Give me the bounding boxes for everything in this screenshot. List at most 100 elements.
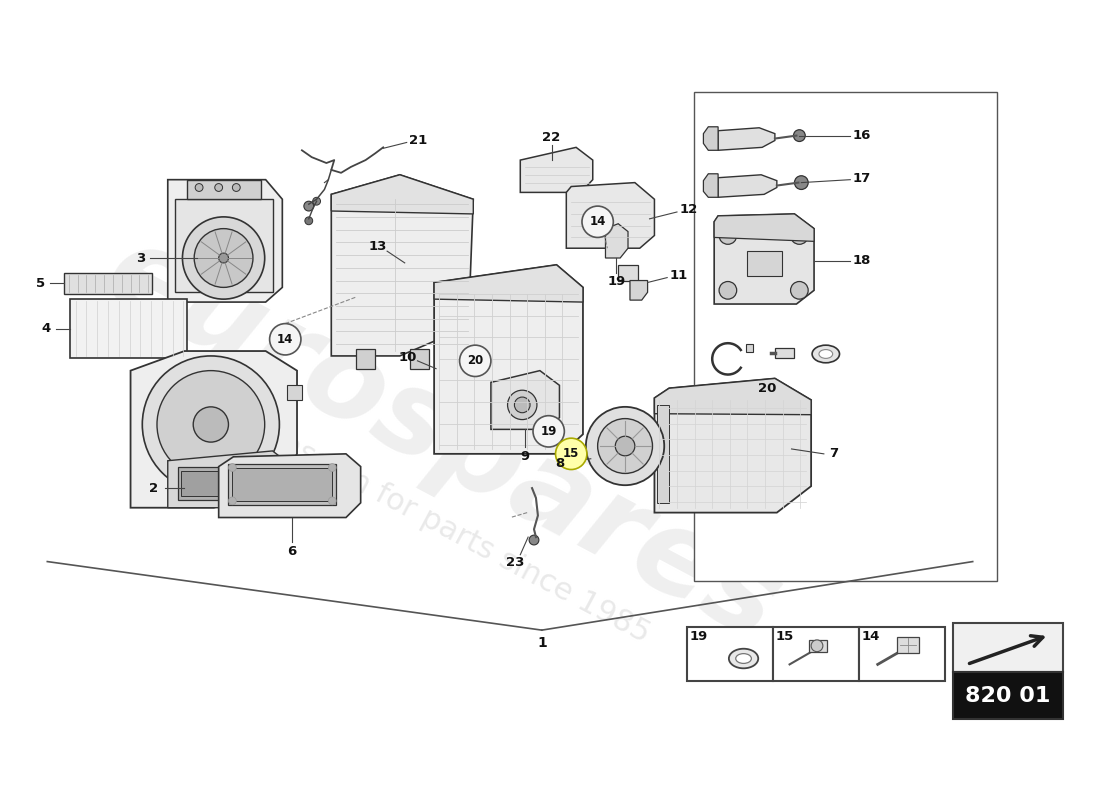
Text: 7: 7 bbox=[829, 447, 838, 460]
Polygon shape bbox=[409, 349, 429, 369]
Text: 10: 10 bbox=[398, 351, 417, 364]
Text: 12: 12 bbox=[680, 202, 697, 215]
Circle shape bbox=[183, 217, 265, 299]
Polygon shape bbox=[714, 214, 814, 304]
Circle shape bbox=[529, 535, 539, 545]
Text: 18: 18 bbox=[852, 254, 871, 267]
Text: eurospäres: eurospäres bbox=[87, 213, 801, 666]
Circle shape bbox=[304, 202, 313, 211]
Polygon shape bbox=[718, 128, 774, 150]
Bar bbox=[953, 672, 1063, 719]
Text: 11: 11 bbox=[670, 269, 688, 282]
Circle shape bbox=[791, 226, 808, 244]
Text: 14: 14 bbox=[277, 333, 294, 346]
Bar bbox=[177, 466, 264, 500]
Polygon shape bbox=[331, 174, 473, 214]
Polygon shape bbox=[654, 378, 811, 414]
Polygon shape bbox=[605, 224, 628, 258]
Polygon shape bbox=[520, 147, 593, 192]
Ellipse shape bbox=[812, 345, 839, 362]
Bar bbox=[694, 91, 998, 581]
Bar bbox=[773, 627, 859, 681]
Bar bbox=[64, 273, 152, 294]
Circle shape bbox=[270, 324, 301, 355]
Polygon shape bbox=[219, 454, 361, 518]
Text: 16: 16 bbox=[852, 129, 871, 142]
Text: 21: 21 bbox=[409, 134, 428, 147]
Circle shape bbox=[195, 183, 204, 191]
Text: 19: 19 bbox=[540, 425, 557, 438]
Text: 22: 22 bbox=[542, 131, 561, 144]
Polygon shape bbox=[434, 265, 583, 302]
Bar bbox=[69, 299, 187, 358]
Circle shape bbox=[719, 282, 737, 299]
Text: 15: 15 bbox=[563, 447, 580, 460]
Bar bbox=[658, 405, 669, 503]
Circle shape bbox=[791, 282, 808, 299]
Circle shape bbox=[460, 345, 491, 377]
Circle shape bbox=[615, 436, 635, 456]
Polygon shape bbox=[287, 386, 301, 400]
Text: 4: 4 bbox=[42, 322, 51, 335]
Text: 5: 5 bbox=[36, 277, 45, 290]
Text: 15: 15 bbox=[776, 630, 794, 643]
Bar bbox=[774, 348, 794, 358]
Text: 19: 19 bbox=[690, 630, 707, 643]
Polygon shape bbox=[618, 265, 638, 281]
Text: a passion for parts since 1985: a passion for parts since 1985 bbox=[233, 406, 654, 648]
Bar bbox=[810, 640, 827, 652]
Polygon shape bbox=[168, 180, 283, 302]
Text: 2: 2 bbox=[148, 482, 157, 494]
Circle shape bbox=[305, 217, 312, 225]
Text: 14: 14 bbox=[861, 630, 880, 643]
Text: 14: 14 bbox=[590, 215, 606, 228]
Circle shape bbox=[312, 198, 320, 205]
Bar bbox=[175, 199, 273, 292]
Circle shape bbox=[229, 497, 236, 505]
Bar bbox=[898, 637, 918, 653]
Bar bbox=[187, 180, 261, 199]
Ellipse shape bbox=[729, 649, 758, 668]
Circle shape bbox=[329, 464, 337, 471]
Ellipse shape bbox=[820, 350, 833, 358]
Polygon shape bbox=[566, 182, 654, 248]
Circle shape bbox=[214, 183, 222, 191]
Text: 23: 23 bbox=[506, 556, 525, 569]
Circle shape bbox=[195, 229, 253, 287]
Circle shape bbox=[329, 497, 337, 505]
Circle shape bbox=[556, 438, 587, 470]
Circle shape bbox=[597, 418, 652, 474]
Polygon shape bbox=[654, 378, 811, 513]
Bar bbox=[746, 344, 754, 352]
Polygon shape bbox=[168, 451, 285, 508]
Bar bbox=[859, 627, 945, 681]
Circle shape bbox=[507, 390, 537, 419]
Polygon shape bbox=[714, 214, 814, 242]
Polygon shape bbox=[703, 126, 718, 150]
Text: 17: 17 bbox=[852, 172, 871, 185]
Bar bbox=[182, 470, 260, 496]
Text: 820 01: 820 01 bbox=[966, 686, 1050, 706]
Polygon shape bbox=[331, 174, 473, 356]
Circle shape bbox=[719, 226, 737, 244]
Circle shape bbox=[232, 183, 240, 191]
Polygon shape bbox=[491, 370, 560, 430]
Circle shape bbox=[142, 356, 279, 493]
Circle shape bbox=[794, 176, 808, 190]
Polygon shape bbox=[131, 351, 297, 508]
Circle shape bbox=[229, 464, 236, 471]
Bar bbox=[953, 623, 1063, 672]
Circle shape bbox=[586, 407, 664, 485]
Text: 8: 8 bbox=[554, 457, 564, 470]
Bar bbox=[686, 627, 773, 681]
Circle shape bbox=[515, 397, 530, 413]
Circle shape bbox=[534, 416, 564, 447]
Circle shape bbox=[811, 640, 823, 652]
Text: 13: 13 bbox=[368, 240, 386, 253]
Polygon shape bbox=[630, 281, 648, 300]
Circle shape bbox=[219, 253, 229, 263]
Circle shape bbox=[582, 206, 614, 238]
Polygon shape bbox=[703, 174, 718, 198]
Text: 19: 19 bbox=[607, 275, 626, 288]
Polygon shape bbox=[718, 174, 777, 198]
